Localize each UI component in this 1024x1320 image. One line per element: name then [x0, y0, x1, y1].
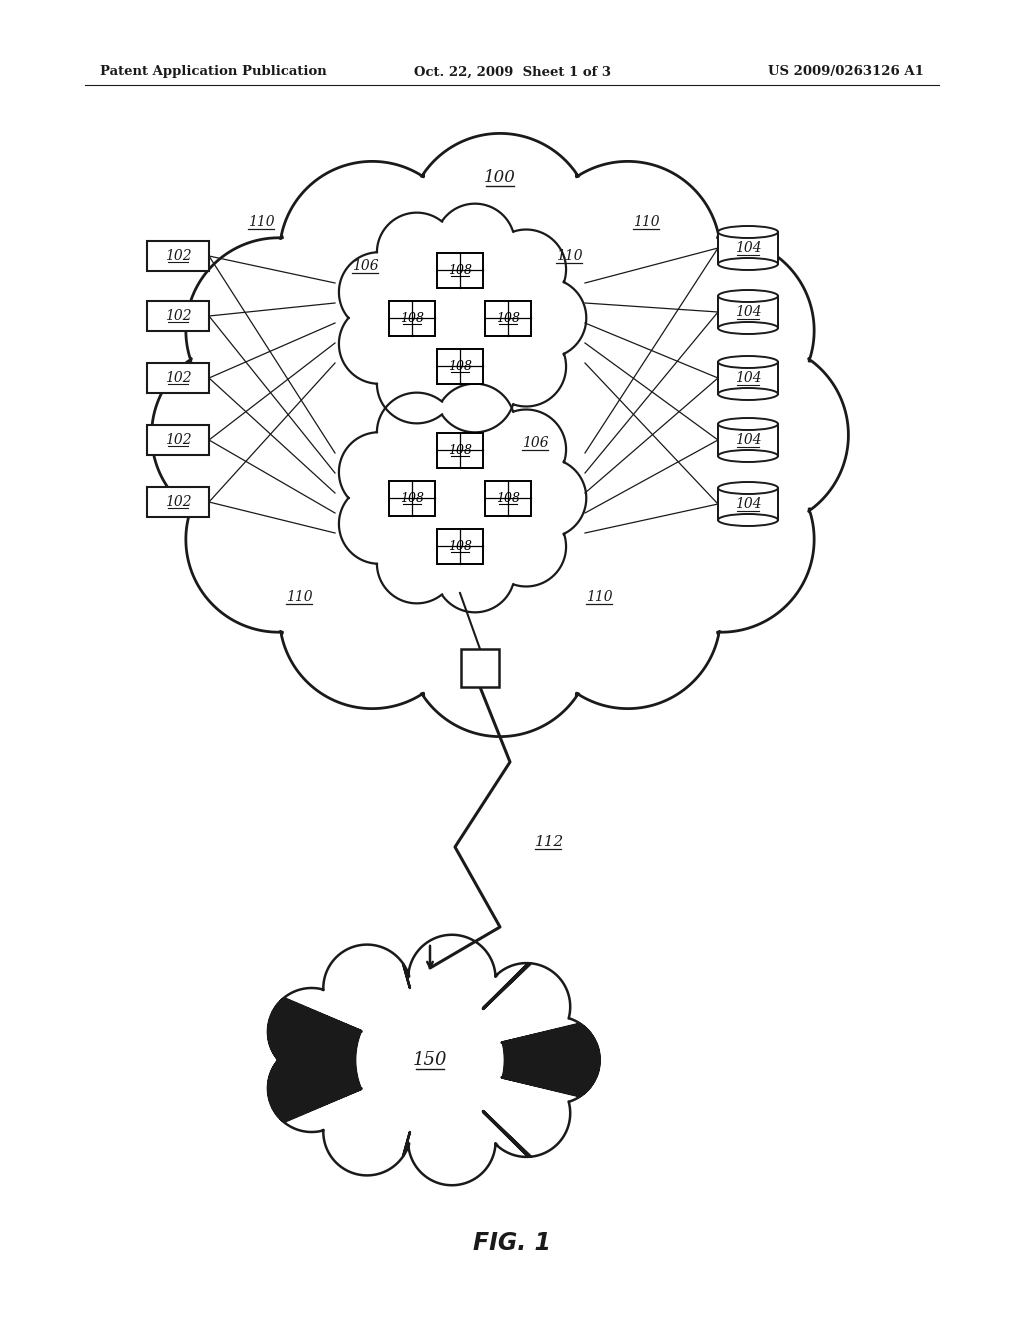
- Text: US 2009/0263126 A1: US 2009/0263126 A1: [768, 66, 924, 78]
- Text: 104: 104: [734, 433, 761, 447]
- Bar: [485, 480, 531, 516]
- Bar: [147, 487, 209, 517]
- Bar: [437, 252, 483, 288]
- Bar: [718, 296, 778, 327]
- Text: 110: 110: [633, 215, 659, 228]
- Ellipse shape: [718, 418, 778, 430]
- Text: 108: 108: [449, 359, 472, 372]
- Text: 108: 108: [400, 491, 424, 504]
- Bar: [437, 348, 483, 384]
- Bar: [718, 488, 778, 520]
- Text: 110: 110: [248, 215, 274, 228]
- Text: 102: 102: [165, 433, 191, 447]
- Bar: [461, 649, 499, 686]
- Text: 112: 112: [535, 836, 564, 849]
- Bar: [147, 242, 209, 271]
- Text: 108: 108: [496, 312, 520, 325]
- Ellipse shape: [718, 482, 778, 494]
- Bar: [718, 362, 778, 393]
- Text: FIG. 1: FIG. 1: [473, 1232, 551, 1255]
- Ellipse shape: [718, 388, 778, 400]
- Ellipse shape: [718, 450, 778, 462]
- Text: Patent Application Publication: Patent Application Publication: [100, 66, 327, 78]
- Text: 104: 104: [734, 305, 761, 319]
- Text: 106: 106: [352, 259, 379, 273]
- Bar: [485, 301, 531, 335]
- Text: 108: 108: [449, 264, 472, 276]
- Bar: [437, 433, 483, 467]
- Text: 102: 102: [165, 495, 191, 510]
- Bar: [147, 363, 209, 393]
- Bar: [718, 424, 778, 455]
- Text: Oct. 22, 2009  Sheet 1 of 3: Oct. 22, 2009 Sheet 1 of 3: [414, 66, 610, 78]
- Bar: [437, 528, 483, 564]
- Bar: [147, 425, 209, 455]
- Text: 110: 110: [286, 590, 312, 605]
- Text: 102: 102: [165, 371, 191, 385]
- Bar: [147, 301, 209, 331]
- Text: 110: 110: [556, 249, 583, 263]
- Text: 110: 110: [586, 590, 612, 605]
- Ellipse shape: [718, 257, 778, 271]
- Text: 106: 106: [522, 436, 549, 450]
- Text: 108: 108: [496, 491, 520, 504]
- Bar: [389, 480, 435, 516]
- Text: 102: 102: [165, 249, 191, 263]
- Text: 104: 104: [734, 498, 761, 511]
- Ellipse shape: [718, 356, 778, 368]
- Ellipse shape: [718, 322, 778, 334]
- Bar: [389, 301, 435, 335]
- Text: 100: 100: [484, 169, 516, 186]
- Ellipse shape: [718, 513, 778, 525]
- Text: 108: 108: [449, 540, 472, 553]
- Ellipse shape: [718, 290, 778, 302]
- Text: 150: 150: [413, 1051, 447, 1069]
- Ellipse shape: [718, 226, 778, 238]
- Text: 108: 108: [400, 312, 424, 325]
- Bar: [718, 232, 778, 264]
- Text: 108: 108: [449, 444, 472, 457]
- Text: 102: 102: [165, 309, 191, 323]
- Text: 104: 104: [734, 242, 761, 255]
- Text: 104: 104: [734, 371, 761, 385]
